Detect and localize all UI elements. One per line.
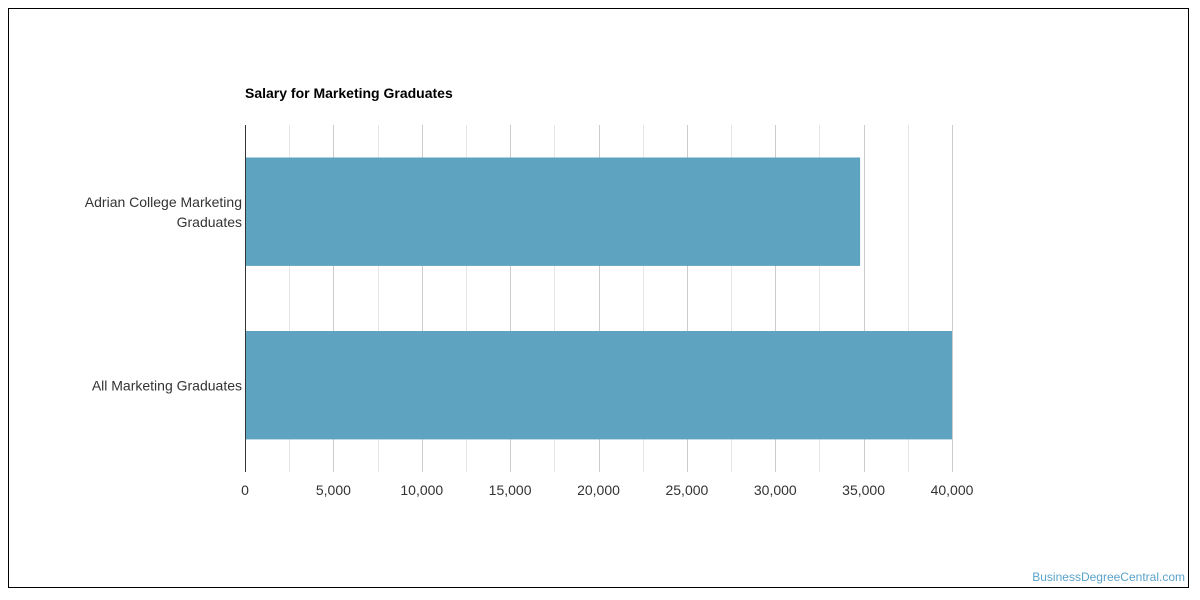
x-tick-label: 40,000 [931, 482, 974, 498]
x-tick-labels: 0 5,000 10,000 15,000 20,000 25,000 30,000 35,0… [241, 482, 974, 498]
bar-0 [245, 157, 861, 266]
category-label-0: Adrian College Marketing Graduates [85, 194, 242, 230]
category-label-line: Graduates [177, 214, 242, 230]
x-tick-label: 35,000 [842, 482, 885, 498]
x-tick-label: 15,000 [489, 482, 532, 498]
watermark[interactable]: BusinessDegreeCentral.com [1032, 570, 1185, 584]
category-label-1: All Marketing Graduates [92, 377, 242, 393]
x-tick-label: 10,000 [400, 482, 443, 498]
x-tick-label: 0 [241, 482, 249, 498]
chart-title: Salary for Marketing Graduates [245, 85, 453, 101]
category-label-line: All Marketing Graduates [92, 377, 242, 393]
x-tick-label: 5,000 [316, 482, 351, 498]
x-tick-label: 25,000 [665, 482, 708, 498]
chart-frame [8, 8, 1189, 588]
x-tick-label: 30,000 [754, 482, 797, 498]
bar-1 [245, 331, 952, 440]
category-labels: Adrian College Marketing Graduates All Mar… [85, 194, 242, 393]
x-tick-label: 20,000 [577, 482, 620, 498]
bars [245, 157, 952, 440]
category-label-line: Adrian College Marketing [85, 194, 242, 210]
